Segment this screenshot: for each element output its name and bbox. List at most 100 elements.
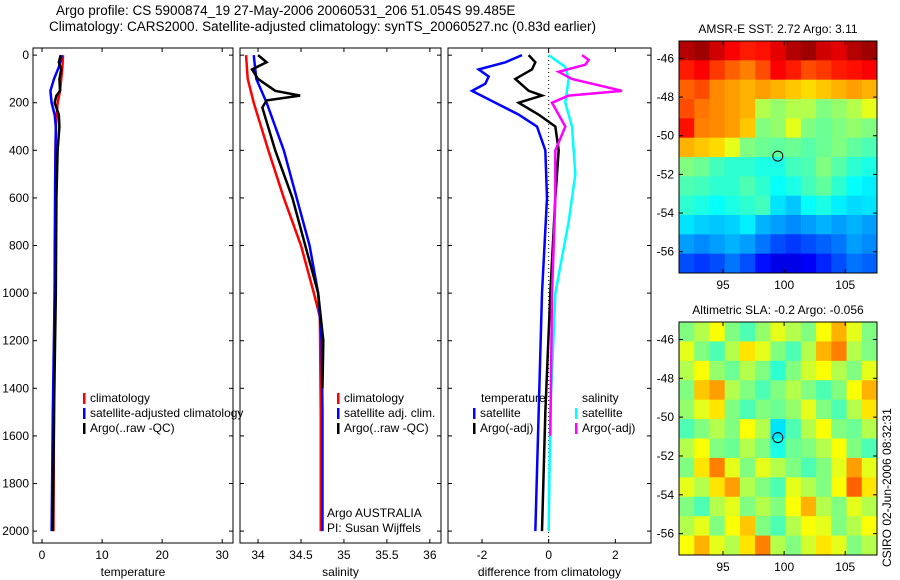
map-cell <box>739 457 756 478</box>
map-cell <box>770 79 787 100</box>
map-cell <box>724 535 741 556</box>
map-cell <box>679 215 695 235</box>
legend-label: satellite-adjusted climatology <box>90 406 243 420</box>
series-line-satellite-adj-clim- <box>252 55 324 532</box>
map-cell <box>770 516 787 537</box>
map-cell <box>770 477 787 498</box>
map-cell <box>861 253 878 274</box>
map-cell <box>846 419 863 439</box>
map-cell <box>861 137 878 158</box>
map-cell <box>679 253 695 274</box>
x-tick-label: 100 <box>774 278 794 292</box>
x-tick-label: -2 <box>477 548 488 562</box>
map-cell <box>724 477 741 498</box>
map-cell <box>831 60 848 81</box>
map-cell <box>694 419 710 439</box>
argo-location-marker <box>772 432 784 444</box>
map-cell <box>816 176 832 197</box>
map-cell <box>739 438 756 459</box>
map-cell <box>755 176 771 197</box>
map-cell <box>831 457 848 478</box>
map-cell <box>679 176 695 197</box>
map-cell <box>816 535 832 556</box>
map-cell <box>770 496 787 517</box>
map-cell <box>709 253 726 274</box>
map-cell <box>739 380 756 401</box>
map-cell <box>770 157 787 177</box>
x-tick-label: 36 <box>423 548 437 562</box>
map-cell <box>679 195 695 216</box>
map-cell <box>846 360 863 381</box>
map-cell <box>816 41 832 61</box>
map-cell <box>679 341 695 362</box>
map-cell <box>724 195 741 216</box>
map-cell <box>770 215 787 235</box>
map-cell <box>800 516 817 537</box>
x-tick-label: 105 <box>835 560 855 574</box>
map-cell <box>724 137 741 158</box>
map-cell <box>724 438 741 459</box>
legend-swatch <box>337 408 340 419</box>
map-cell <box>679 516 695 537</box>
map-cell <box>724 419 741 439</box>
map-cell <box>785 60 802 81</box>
y-tick-label: -50 <box>657 129 675 143</box>
map-cell <box>694 253 710 274</box>
map-cell <box>724 215 741 235</box>
map-cell <box>755 360 771 381</box>
map-cell <box>709 60 726 81</box>
map-cell <box>724 41 741 61</box>
map-cell <box>694 399 710 420</box>
map-cell <box>816 457 832 478</box>
map-cell <box>694 360 710 381</box>
map-cell <box>724 60 741 81</box>
y-tick-label: 200 <box>9 96 29 110</box>
map-cell <box>694 195 710 216</box>
map-cell <box>709 477 726 498</box>
map-cell <box>679 477 695 498</box>
map-cell <box>679 535 695 556</box>
map-cell <box>861 234 878 255</box>
map-cell <box>861 99 878 119</box>
map-cell <box>816 253 832 274</box>
map-cell <box>831 157 848 177</box>
map-cell <box>831 195 848 216</box>
map-cell <box>785 137 802 158</box>
profile-panel-3: -2 0 2 difference from climatology temperatu… <box>447 47 652 579</box>
y-tick-label: 1000 <box>2 286 29 300</box>
x-tick-label: 34.5 <box>289 548 313 562</box>
y-tick-label: -52 <box>657 167 675 181</box>
map-cell <box>846 99 863 119</box>
map-cell <box>800 380 817 401</box>
legend-heading-temperature: temperature <box>481 391 546 405</box>
map-cell <box>785 419 802 439</box>
series-line-temperature-satellite <box>469 53 549 532</box>
map-cell <box>770 195 787 216</box>
map-cell <box>755 457 771 478</box>
map-cell <box>739 516 756 537</box>
x-tick-label: 35.5 <box>375 548 399 562</box>
series-line-salinity-argo-adj- <box>549 54 623 436</box>
y-tick-label: -48 <box>657 90 675 104</box>
map-cell <box>846 215 863 235</box>
map-cell <box>831 99 848 119</box>
map-cell <box>739 496 756 517</box>
map-cell <box>831 477 848 498</box>
y-tick-label: 400 <box>9 143 29 157</box>
map-cell <box>679 322 695 342</box>
map-cell <box>709 360 726 381</box>
legend-heading-salinity: salinity <box>582 391 619 405</box>
map-cell <box>709 176 726 197</box>
map-cell <box>755 341 771 362</box>
map-cell <box>770 322 787 342</box>
map-cell <box>831 341 848 362</box>
map-cell <box>861 195 878 216</box>
map-cell <box>694 438 710 459</box>
map-cell <box>846 438 863 459</box>
map-cell <box>800 399 817 420</box>
map-cell <box>816 60 832 81</box>
map-cell <box>694 118 710 139</box>
y-tick-label: 1400 <box>2 381 29 395</box>
argo-location-marker <box>772 150 784 162</box>
map-cell <box>770 60 787 81</box>
